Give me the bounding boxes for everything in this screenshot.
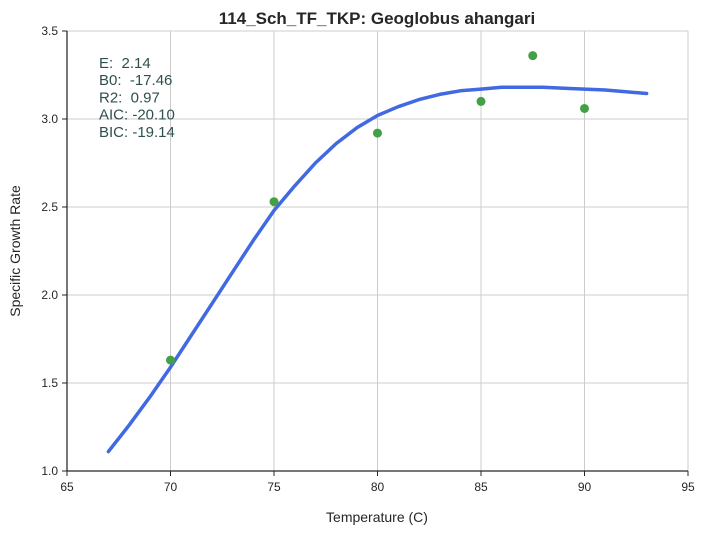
y-tick-label: 3.0 xyxy=(41,112,58,126)
stat-line: BIC: -19.14 xyxy=(99,124,175,141)
data-point xyxy=(528,51,538,61)
stat-line: R2: 0.97 xyxy=(99,89,160,106)
y-tick-label: 3.5 xyxy=(41,24,58,38)
y-tick-label: 2.0 xyxy=(41,288,58,302)
grid xyxy=(67,30,689,471)
data-points xyxy=(166,51,589,365)
x-tick-label: 65 xyxy=(60,480,74,494)
x-tick-label: 70 xyxy=(164,480,178,494)
x-tick-label: 90 xyxy=(578,480,592,494)
y-tick-label: 1.0 xyxy=(41,464,58,478)
x-tick-label: 85 xyxy=(474,480,488,494)
x-tick-label: 80 xyxy=(371,480,385,494)
x-tick-label: 95 xyxy=(681,480,695,494)
data-point xyxy=(580,103,589,113)
x-axis-label: Temperature (C) xyxy=(326,509,428,525)
data-point xyxy=(269,197,279,207)
data-point xyxy=(373,128,382,138)
x-ticks: 65 70 75 80 85 90 95 xyxy=(60,471,695,494)
y-axis-label: Specific Growth Rate xyxy=(7,185,23,317)
y-ticks: 1.0 1.5 2.0 2.5 3.0 3.5 xyxy=(41,24,67,478)
y-tick-label: 1.5 xyxy=(41,376,58,390)
y-tick-label: 2.5 xyxy=(41,200,58,214)
stat-line: AIC: -20.10 xyxy=(99,107,175,124)
data-point xyxy=(166,355,175,365)
chart-title: 114_Sch_TF_TKP: Geoglobus ahangari xyxy=(219,9,535,28)
fit-curve xyxy=(106,85,649,454)
stat-line: E: 2.14 xyxy=(99,55,151,72)
x-tick-label: 75 xyxy=(267,480,281,494)
data-point xyxy=(476,96,486,106)
stat-line: B0: -17.46 xyxy=(99,72,172,89)
